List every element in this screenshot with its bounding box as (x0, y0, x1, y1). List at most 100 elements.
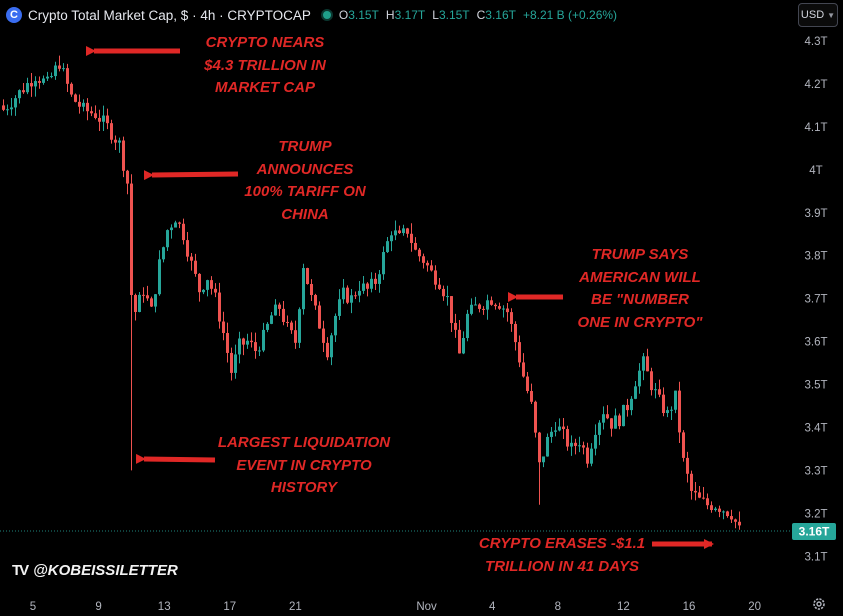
candle-body (278, 304, 281, 309)
candle-body (574, 442, 577, 446)
candle-body (306, 268, 309, 285)
candle-body (426, 262, 429, 266)
candle-body (342, 287, 345, 300)
candle-body (586, 447, 589, 464)
candle-body (142, 294, 145, 296)
candle-body (234, 354, 237, 373)
candle-body (710, 505, 713, 511)
candle-body (418, 249, 421, 257)
candle-body (730, 516, 733, 520)
current-price-tag: 3.16T (792, 523, 836, 540)
candle-body (358, 290, 361, 296)
candle-body (10, 107, 13, 110)
candle-body (354, 295, 357, 297)
candle-body (470, 304, 473, 314)
candle-body (578, 445, 581, 447)
x-tick-label: 5 (30, 601, 36, 613)
candle-body (78, 101, 81, 107)
candle-body (726, 511, 729, 517)
x-tick-label: 4 (489, 601, 496, 613)
candle-body (106, 115, 109, 124)
candle-body (506, 308, 509, 313)
candle-body (90, 111, 93, 114)
candle-body (402, 228, 405, 234)
price-axis[interactable]: 4.3T 4.2T 4.1T 4T 3.9T 3.8T 3.7T 3.6T 3.5T 3.4T 3.… (804, 36, 827, 563)
candle-body (422, 256, 425, 263)
x-tick-label: 12 (617, 601, 630, 613)
candle-body (518, 342, 521, 363)
candle-body (154, 294, 157, 307)
y-tick-label: 4.1T (804, 122, 827, 134)
candle-body (450, 296, 453, 323)
candle-body (34, 81, 37, 87)
candle-body (626, 404, 629, 411)
gear-icon[interactable] (812, 597, 826, 611)
candle-body (174, 222, 177, 228)
candle-body (434, 270, 437, 285)
candle-body (218, 292, 221, 322)
candle-body (194, 260, 197, 274)
annotation-peak: CRYPTO NEARS $4.3 TRILLION IN MARKET CAP (204, 34, 326, 96)
symbol-title[interactable]: Crypto Total Market Cap, $ · 4h · CRYPTO… (28, 7, 311, 23)
y-tick-label: 3.5T (804, 380, 827, 392)
x-tick-label: 17 (223, 601, 236, 613)
candle-body (222, 321, 225, 334)
candle-body (294, 330, 297, 343)
y-tick-label: 3.6T (804, 337, 827, 349)
candle-body (270, 315, 273, 324)
currency-dropdown[interactable]: USD ▼ (798, 3, 838, 27)
candle-body (614, 415, 617, 429)
x-tick-label: 20 (748, 601, 761, 613)
candle-body (486, 300, 489, 310)
candle-body (690, 473, 693, 491)
y-tick-label: 4T (809, 165, 822, 177)
candle-body (118, 140, 121, 143)
candle-body (38, 81, 41, 83)
candle-body (466, 313, 469, 338)
candle-body (658, 389, 661, 395)
candle-body (26, 83, 29, 93)
y-tick-label: 4.3T (804, 36, 827, 48)
candle-body (514, 323, 517, 343)
candle-body (82, 102, 85, 107)
candle-body (522, 362, 525, 377)
candle-body (378, 274, 381, 284)
candle-body (242, 338, 245, 345)
time-axis[interactable]: 5 9 13 17 21 Nov 4 8 12 16 20 (30, 601, 761, 613)
crypto-logo-icon: C (6, 7, 22, 23)
candle-body (366, 283, 369, 289)
candle-body (126, 170, 129, 184)
candle-body (262, 329, 265, 351)
candle-body (546, 436, 549, 457)
candle-body (430, 265, 433, 271)
candle-body (438, 284, 441, 289)
arrow-tariff (143, 170, 239, 181)
candle-body (134, 295, 137, 312)
candle-body (554, 430, 557, 432)
candle-body (442, 288, 445, 297)
candle-body (58, 65, 61, 69)
candle-body (210, 280, 213, 289)
x-tick-label: Nov (416, 601, 437, 613)
candle-body (54, 65, 57, 77)
candle-body (298, 309, 301, 343)
candle-body (678, 390, 681, 433)
candle-body (390, 235, 393, 242)
candle-body (610, 418, 613, 429)
candle-body (654, 389, 657, 391)
candle-body (706, 498, 709, 506)
candle-body (326, 342, 329, 358)
candle-body (198, 273, 201, 293)
candle-body (50, 76, 53, 78)
candle-body (254, 342, 257, 352)
x-tick-label: 9 (95, 601, 101, 613)
candle-body (66, 68, 69, 84)
candle-body (562, 426, 565, 430)
candle-body (98, 117, 101, 122)
candle-body (370, 278, 373, 289)
candle-body (18, 90, 21, 99)
candle-body (638, 370, 641, 387)
candle-body (598, 422, 601, 435)
candle-body (226, 333, 229, 353)
